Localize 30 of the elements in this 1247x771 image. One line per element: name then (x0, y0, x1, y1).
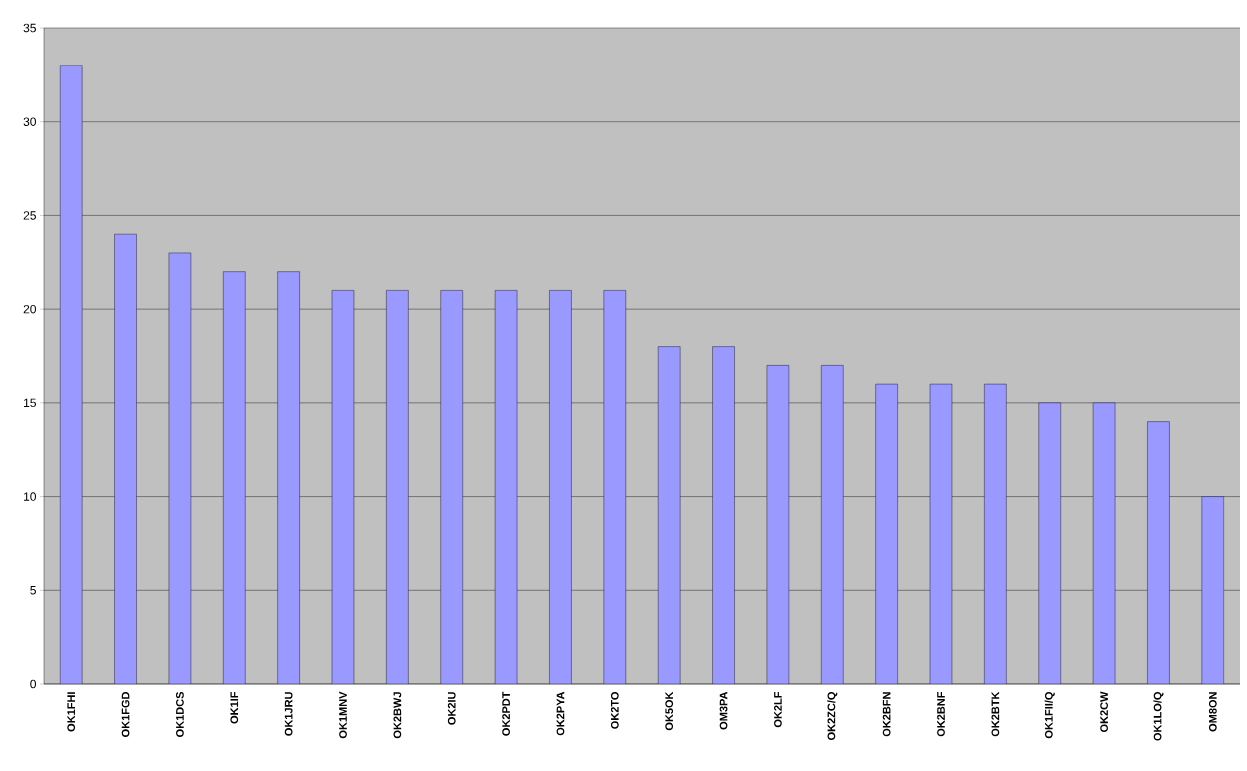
x-tick-label: OK1JRU (284, 692, 293, 736)
x-tick-label: OK1DCS (176, 691, 184, 737)
x-tick-label: OK1IF (230, 691, 239, 724)
x-tick-label: OK5OK (665, 691, 674, 731)
x-tick-label: OM3PA (719, 691, 728, 730)
x-tick-label: OK2ZC/Q (827, 692, 838, 740)
y-tick-label: 20 (23, 304, 36, 314)
y-tick-label: 30 (23, 117, 36, 126)
x-tick-label: OK1FHI (67, 692, 76, 732)
x-tick-label: OK2BFN (882, 692, 891, 737)
x-tick-label: OK2IU (447, 692, 456, 725)
x-tick-label: OK2BWJ (393, 692, 402, 739)
x-tick-label: OK2PDT (502, 691, 510, 736)
x-tick-label: OK2BTK (991, 691, 1000, 737)
y-tick-label: 15 (24, 398, 36, 408)
y-tick-label: 10 (24, 492, 36, 501)
x-tick-label: OK2BNF (937, 691, 945, 737)
y-tick-label: 35 (23, 23, 36, 33)
x-tick-label: OK2CW (1100, 691, 1108, 733)
x-tick-label: OK1LO/Q (1153, 691, 1164, 741)
x-tick-label: OK2TO (610, 692, 619, 729)
y-tick-label: 0 (30, 679, 36, 689)
x-tick-label: OK2LF (774, 691, 782, 728)
y-tick-label: 25 (23, 211, 36, 220)
x-tick-label: OK2PYA (556, 691, 565, 736)
y-tick-label: 5 (30, 586, 36, 595)
x-tick-label: OM8ON (1208, 692, 1217, 732)
x-tick-label: OK1FII/Q (1044, 691, 1055, 739)
x-tick-label: OK1FGD (121, 691, 130, 737)
x-tick-label: OK1MNV (339, 691, 347, 739)
